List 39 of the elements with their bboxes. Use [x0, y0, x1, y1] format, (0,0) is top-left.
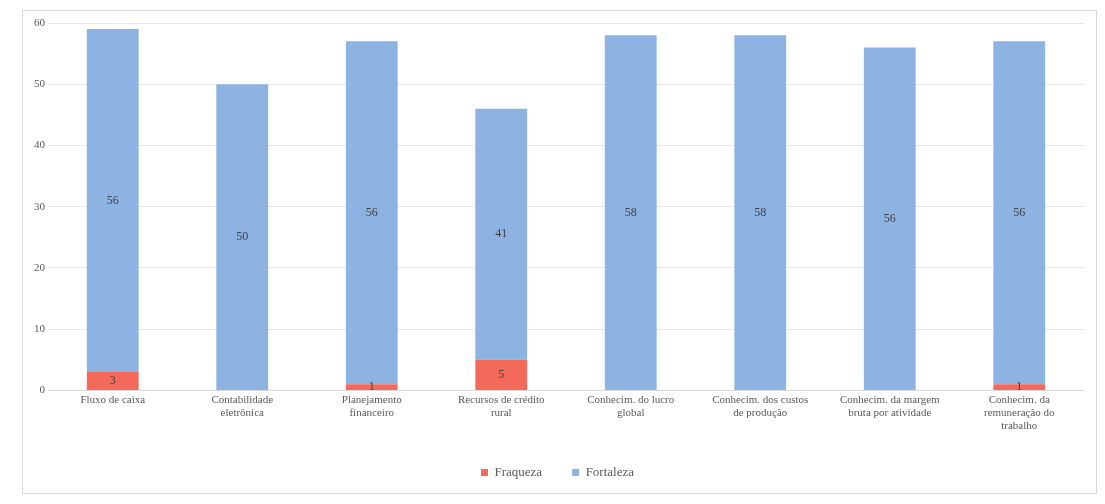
legend-label: Fortaleza: [585, 463, 635, 479]
bar: [734, 35, 787, 390]
data-label: 58: [624, 204, 637, 219]
data-label: 56: [883, 210, 896, 225]
data-label: 41: [495, 226, 508, 241]
bar: [345, 384, 398, 390]
data-label: 50: [236, 229, 249, 244]
legend-label: Fraqueza: [494, 463, 543, 479]
data-label: 1: [1016, 379, 1023, 394]
bar: [475, 108, 528, 360]
data-label: 5: [498, 367, 505, 381]
bar: [604, 35, 657, 390]
y-tick-label: 20: [34, 260, 46, 273]
y-tick-label: 30: [34, 199, 46, 212]
x-tick-label: Conhecim. dos custos de produção: [712, 392, 809, 419]
y-tick-label: 10: [34, 322, 46, 335]
data-label: 56: [365, 204, 378, 219]
x-tick-label: Conhecim. do lucro global: [587, 392, 675, 419]
y-tick-label: 60: [34, 15, 46, 28]
data-label: 58: [754, 204, 767, 219]
y-tick-label: 0: [39, 383, 46, 396]
bar: [86, 29, 139, 373]
x-tick-label: Planejamento financeiro: [341, 392, 403, 419]
data-label: 1: [368, 379, 375, 394]
bar: [475, 359, 528, 390]
x-tick-label: Conhecim. da margem bruta por atividade: [839, 392, 941, 419]
data-label: 56: [1013, 204, 1026, 219]
bar: [86, 372, 139, 390]
data-label: 56: [106, 192, 119, 207]
bar: [863, 47, 916, 390]
x-tick-label: Recursos de crédito rural: [457, 392, 546, 419]
bar: [216, 84, 269, 390]
x-tick-label: Conhecim. da remuneração do trabalho: [983, 392, 1056, 432]
x-tick-label: Fluxo de caixa: [80, 392, 146, 405]
data-label: 3: [109, 373, 116, 388]
bar: [993, 384, 1046, 390]
y-tick-label: 50: [34, 77, 46, 90]
y-tick-label: 40: [34, 138, 46, 151]
x-tick-label: Contabilidade eletrônica: [211, 392, 274, 419]
